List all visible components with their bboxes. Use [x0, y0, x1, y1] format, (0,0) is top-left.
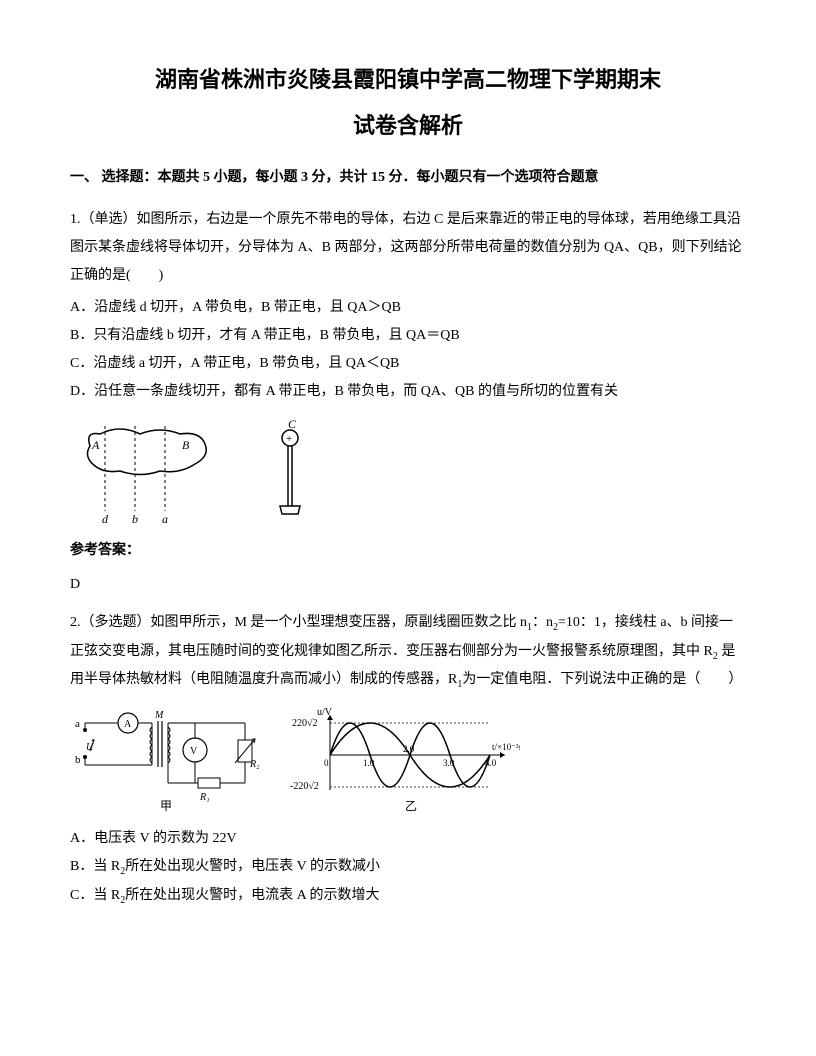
label-d: d [102, 512, 109, 526]
q2-text: 2.（多选题）如图甲所示，M 是一个小型理想变压器，原副线圈匝数之比 n1：n2… [70, 609, 746, 695]
q2-option-a: A．电压表 V 的示数为 22V [70, 825, 746, 853]
wave-ymin: -220√2 [290, 781, 319, 792]
ammeter-a: A [124, 719, 132, 730]
conductor-diagram: A B d b a [70, 416, 230, 526]
plus-icon: + [286, 433, 292, 445]
q2-t5: 为一定值电阻．下列说法中正确的是（ ） [462, 672, 742, 687]
section-header: 一、 选择题：本题共 5 小题，每小题 3 分，共计 15 分．每小题只有一个选… [70, 165, 746, 190]
q1-option-a: A．沿虚线 d 切开，A 带负电，B 带正电，且 QA＞QB [70, 294, 746, 322]
voltmeter-v: V [190, 746, 198, 757]
resistor-r2: R₂ [249, 759, 260, 770]
q1-figure: A B d b a C + [70, 416, 746, 526]
q2-optb-1: B．当 R [70, 859, 120, 874]
wave-x2: 2.0 [403, 744, 415, 754]
q1-option-b: B．只有沿虚线 b 切开，才有 A 带正电，B 带负电，且 QA＝QB [70, 322, 746, 350]
resistor-r1: R₁ [199, 792, 210, 803]
q2-option-b: B．当 R2所在处出现火警时，电压表 V 的示数减小 [70, 853, 746, 882]
circuit-diagram: a b U A M R₂ R₁ V 甲 [70, 705, 260, 815]
wave-xlabel: t/×10⁻²s [492, 742, 520, 752]
label-a-line: a [162, 512, 168, 526]
q2-optb-2: 所在处出现火警时，电压表 V 的示数减小 [125, 859, 380, 874]
answer-label: 参考答案： [70, 538, 746, 563]
q2-figure: a b U A M R₂ R₁ V 甲 [70, 705, 746, 815]
wave-ymax: 220√2 [292, 718, 318, 729]
q1-option-d: D．沿任意一条虚线切开，都有 A 带正电，B 带负电，而 QA、QB 的值与所切… [70, 378, 746, 406]
wave-x3: 3.0 [443, 758, 455, 768]
q2-optc-1: C．当 R [70, 888, 120, 903]
q2-option-c: C．当 R2所在处出现火警时，电流表 A 的示数增大 [70, 882, 746, 911]
q1-text: 1.（单选）如图所示，右边是一个原先不带电的导体，右边 C 是后来靠近的带正电的… [70, 206, 746, 290]
q1-option-c: C．沿虚线 a 切开，A 带正电，B 带负电，且 QA＜QB [70, 350, 746, 378]
caption-yi: 乙 [405, 799, 417, 813]
q1-answer: D [70, 572, 746, 597]
label-b-line: b [132, 512, 138, 526]
wave-x1: 1.0 [363, 758, 375, 768]
q2-t2: ：n [532, 615, 553, 630]
wave-x4: 4.0 [485, 758, 497, 768]
caption-jia: 甲 [160, 799, 172, 813]
doc-title-line1: 湖南省株洲市炎陵县霞阳镇中学高二物理下学期期末 [70, 60, 746, 100]
charged-sphere-diagram: C + [270, 416, 310, 526]
label-a-conductor: A [91, 438, 100, 452]
q2-t1: 2.（多选题）如图甲所示，M 是一个小型理想变压器，原副线圈匝数之比 n [70, 615, 527, 630]
q2-optc-2: 所在处出现火警时，电流表 A 的示数增大 [125, 888, 379, 903]
doc-title-line2: 试卷含解析 [70, 106, 746, 146]
wave-zero: 0 [324, 758, 329, 768]
transformer-m: M [154, 710, 164, 721]
terminal-b: b [75, 754, 81, 766]
source-u: U [86, 742, 94, 753]
label-b-conductor: B [182, 438, 190, 452]
label-c: C [288, 417, 297, 431]
waveform-diagram: u/V 220√2 -220√2 0 1.0 2.0 3.0 4.0 t/×10… [290, 705, 520, 815]
terminal-a: a [75, 718, 80, 730]
